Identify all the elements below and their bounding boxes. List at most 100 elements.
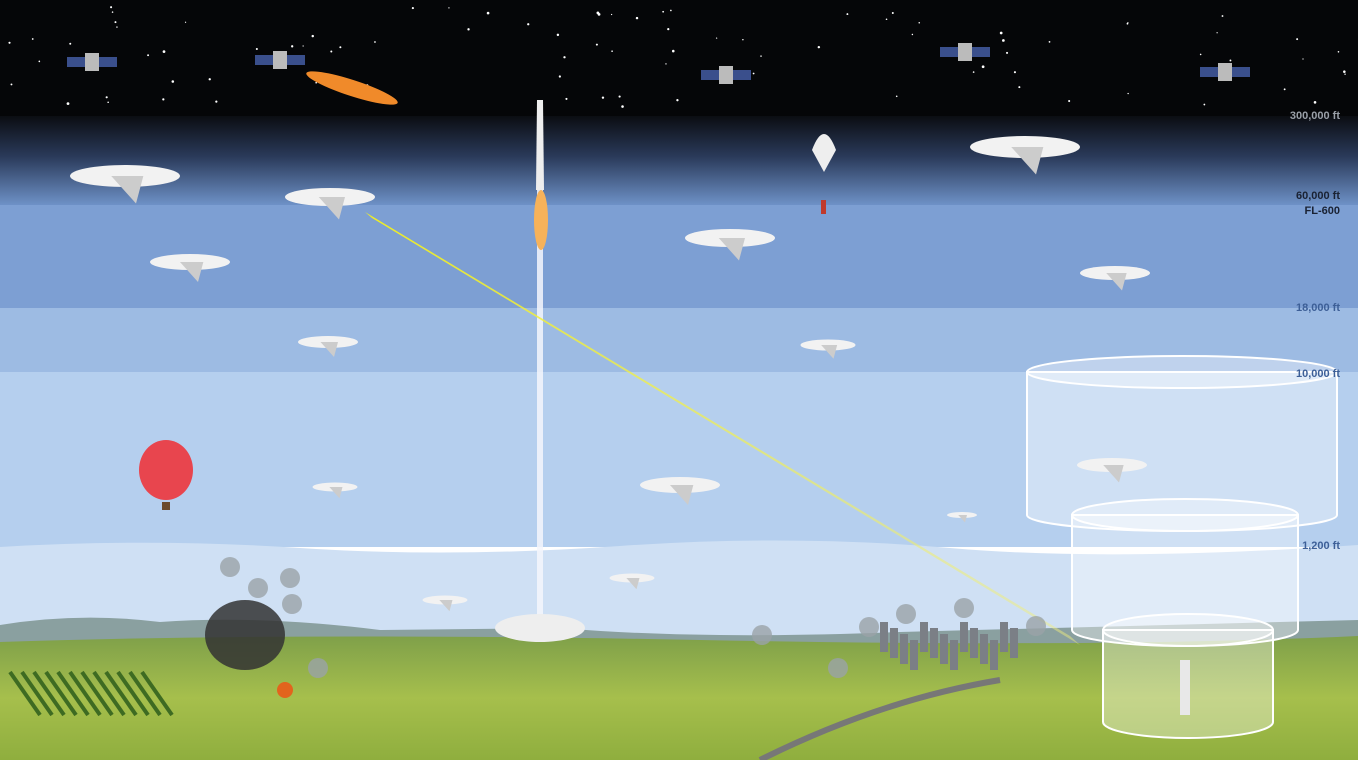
drone-bubble	[308, 658, 328, 678]
star	[559, 75, 561, 77]
page: 300,000 ft60,000 ftFL-60018,000 ft10,000…	[0, 0, 1358, 760]
airspace-illustration: 300,000 ft60,000 ftFL-60018,000 ft10,000…	[0, 0, 1358, 760]
star	[67, 102, 70, 105]
satellite-body	[85, 53, 99, 71]
star	[312, 35, 314, 37]
building	[920, 622, 928, 652]
cylinder-top	[1103, 614, 1273, 646]
star	[215, 101, 217, 103]
building	[950, 640, 958, 670]
star	[918, 22, 920, 24]
fire	[277, 682, 293, 698]
star	[670, 10, 672, 12]
star	[1018, 86, 1020, 88]
space-band	[0, 0, 1358, 116]
balloon-payload	[821, 200, 826, 214]
star	[487, 12, 490, 15]
star	[303, 45, 304, 46]
star	[1200, 54, 1202, 56]
star	[1000, 32, 1003, 35]
star	[846, 13, 848, 15]
smoke	[205, 600, 285, 670]
star	[8, 42, 10, 44]
building	[930, 628, 938, 658]
building	[890, 628, 898, 658]
star	[1203, 104, 1205, 106]
star	[596, 44, 598, 46]
star	[602, 96, 604, 98]
star	[1002, 39, 1005, 42]
star	[1314, 101, 1317, 104]
drone-bubble	[828, 658, 848, 678]
star	[527, 23, 529, 25]
cylinder-top	[1027, 356, 1337, 388]
star	[69, 43, 71, 45]
star	[982, 65, 985, 68]
drone-bubble	[859, 617, 879, 637]
star	[172, 80, 175, 83]
star	[291, 45, 293, 47]
building	[880, 622, 888, 652]
star	[106, 96, 108, 98]
star	[676, 99, 678, 101]
star	[753, 73, 755, 75]
building	[990, 640, 998, 670]
altitude-label: 10,000 ft	[1296, 368, 1340, 380]
star	[565, 98, 567, 100]
star	[1229, 60, 1231, 62]
star	[38, 61, 40, 63]
star	[892, 12, 894, 14]
building	[940, 634, 948, 664]
star	[1343, 70, 1346, 73]
rocket-flame	[534, 190, 548, 250]
star	[467, 28, 469, 30]
star	[760, 55, 761, 56]
star	[1302, 58, 1303, 59]
star	[1127, 93, 1128, 94]
altitude-label: 60,000 ft	[1296, 190, 1340, 202]
star	[716, 37, 717, 38]
star	[1284, 88, 1286, 90]
drone-bubble	[896, 604, 916, 624]
upper-atmosphere-band	[0, 116, 1358, 206]
star	[107, 101, 109, 103]
building	[910, 640, 918, 670]
star	[665, 63, 666, 64]
star	[32, 38, 34, 40]
star	[619, 96, 621, 98]
star	[563, 56, 565, 58]
star	[448, 7, 449, 8]
drone-bubble	[220, 557, 240, 577]
rocket	[536, 100, 544, 190]
drone-bubble	[954, 598, 974, 618]
satellite-body	[273, 51, 287, 69]
star	[1344, 73, 1345, 74]
star	[818, 46, 820, 48]
balloon-basket	[162, 502, 170, 510]
star	[557, 34, 559, 36]
star	[114, 21, 116, 23]
building	[1010, 628, 1018, 658]
star	[112, 11, 113, 12]
star	[116, 26, 117, 27]
altitude-label: 18,000 ft	[1296, 302, 1340, 314]
control-tower	[1180, 660, 1190, 715]
drone-bubble	[248, 578, 268, 598]
star	[621, 105, 624, 108]
satellite-body	[719, 66, 733, 84]
star	[11, 83, 13, 85]
star	[742, 39, 743, 40]
star	[1006, 52, 1008, 54]
star	[636, 17, 638, 19]
star	[412, 7, 414, 9]
star	[163, 50, 166, 53]
building	[970, 628, 978, 658]
star	[209, 78, 211, 80]
star	[611, 14, 612, 15]
star	[886, 19, 888, 21]
star	[1014, 71, 1016, 73]
star	[256, 48, 258, 50]
star	[185, 22, 186, 23]
star	[667, 28, 669, 30]
cylinder-top	[1072, 499, 1298, 531]
